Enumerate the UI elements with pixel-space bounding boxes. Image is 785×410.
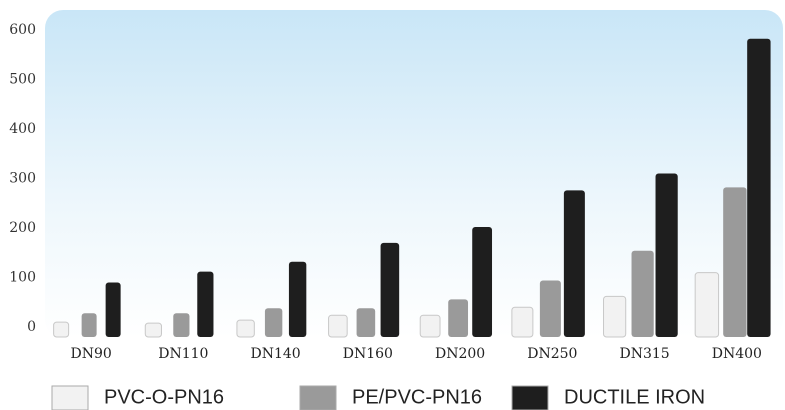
y-tick-label: 500 <box>9 71 36 87</box>
bar <box>173 313 189 337</box>
chart: 0 100 200 300 400 500 600 DN90 DN110 DN140 DN160 DN… <box>0 0 785 410</box>
legend-label: PVC-O-PN16 <box>104 386 224 408</box>
bar <box>604 296 626 337</box>
bar <box>695 273 718 337</box>
bar <box>632 251 654 337</box>
bar <box>472 227 492 337</box>
legend-swatch <box>52 386 88 410</box>
bar <box>381 243 400 337</box>
bar <box>197 272 213 337</box>
legend-swatch <box>512 386 548 410</box>
x-tick-label: DN250 <box>527 346 577 362</box>
bar <box>420 315 440 337</box>
y-tick-label: 100 <box>9 270 36 286</box>
bar <box>540 281 561 337</box>
bar <box>237 320 254 337</box>
y-tick-label: 600 <box>9 22 36 38</box>
x-tick-label: DN90 <box>70 346 111 362</box>
legend-swatch <box>300 386 336 410</box>
legend-label: PE/PVC-PN16 <box>352 386 482 408</box>
legend-label: DUCTILE IRON <box>564 386 705 408</box>
x-tick-label: DN110 <box>158 346 208 362</box>
bar <box>747 39 770 337</box>
bar <box>656 174 678 338</box>
bar <box>265 308 282 337</box>
x-tick-label: DN140 <box>251 346 301 362</box>
bar <box>723 187 746 337</box>
bar <box>357 308 376 337</box>
y-tick-label: 200 <box>9 220 36 236</box>
bar <box>54 322 69 337</box>
y-tick-label: 0 <box>27 319 36 335</box>
bar <box>448 299 468 337</box>
x-tick-label: DN315 <box>620 346 670 362</box>
bar <box>329 315 348 337</box>
bar <box>106 283 121 338</box>
bar <box>82 313 97 337</box>
bar <box>564 190 585 337</box>
bar <box>289 262 306 337</box>
bar <box>512 307 533 337</box>
x-tick-label: DN200 <box>435 346 485 362</box>
bar <box>145 323 161 337</box>
y-tick-label: 300 <box>9 170 36 186</box>
x-tick-label: DN400 <box>712 346 762 362</box>
y-tick-label: 400 <box>9 121 36 137</box>
x-tick-label: DN160 <box>343 346 393 362</box>
